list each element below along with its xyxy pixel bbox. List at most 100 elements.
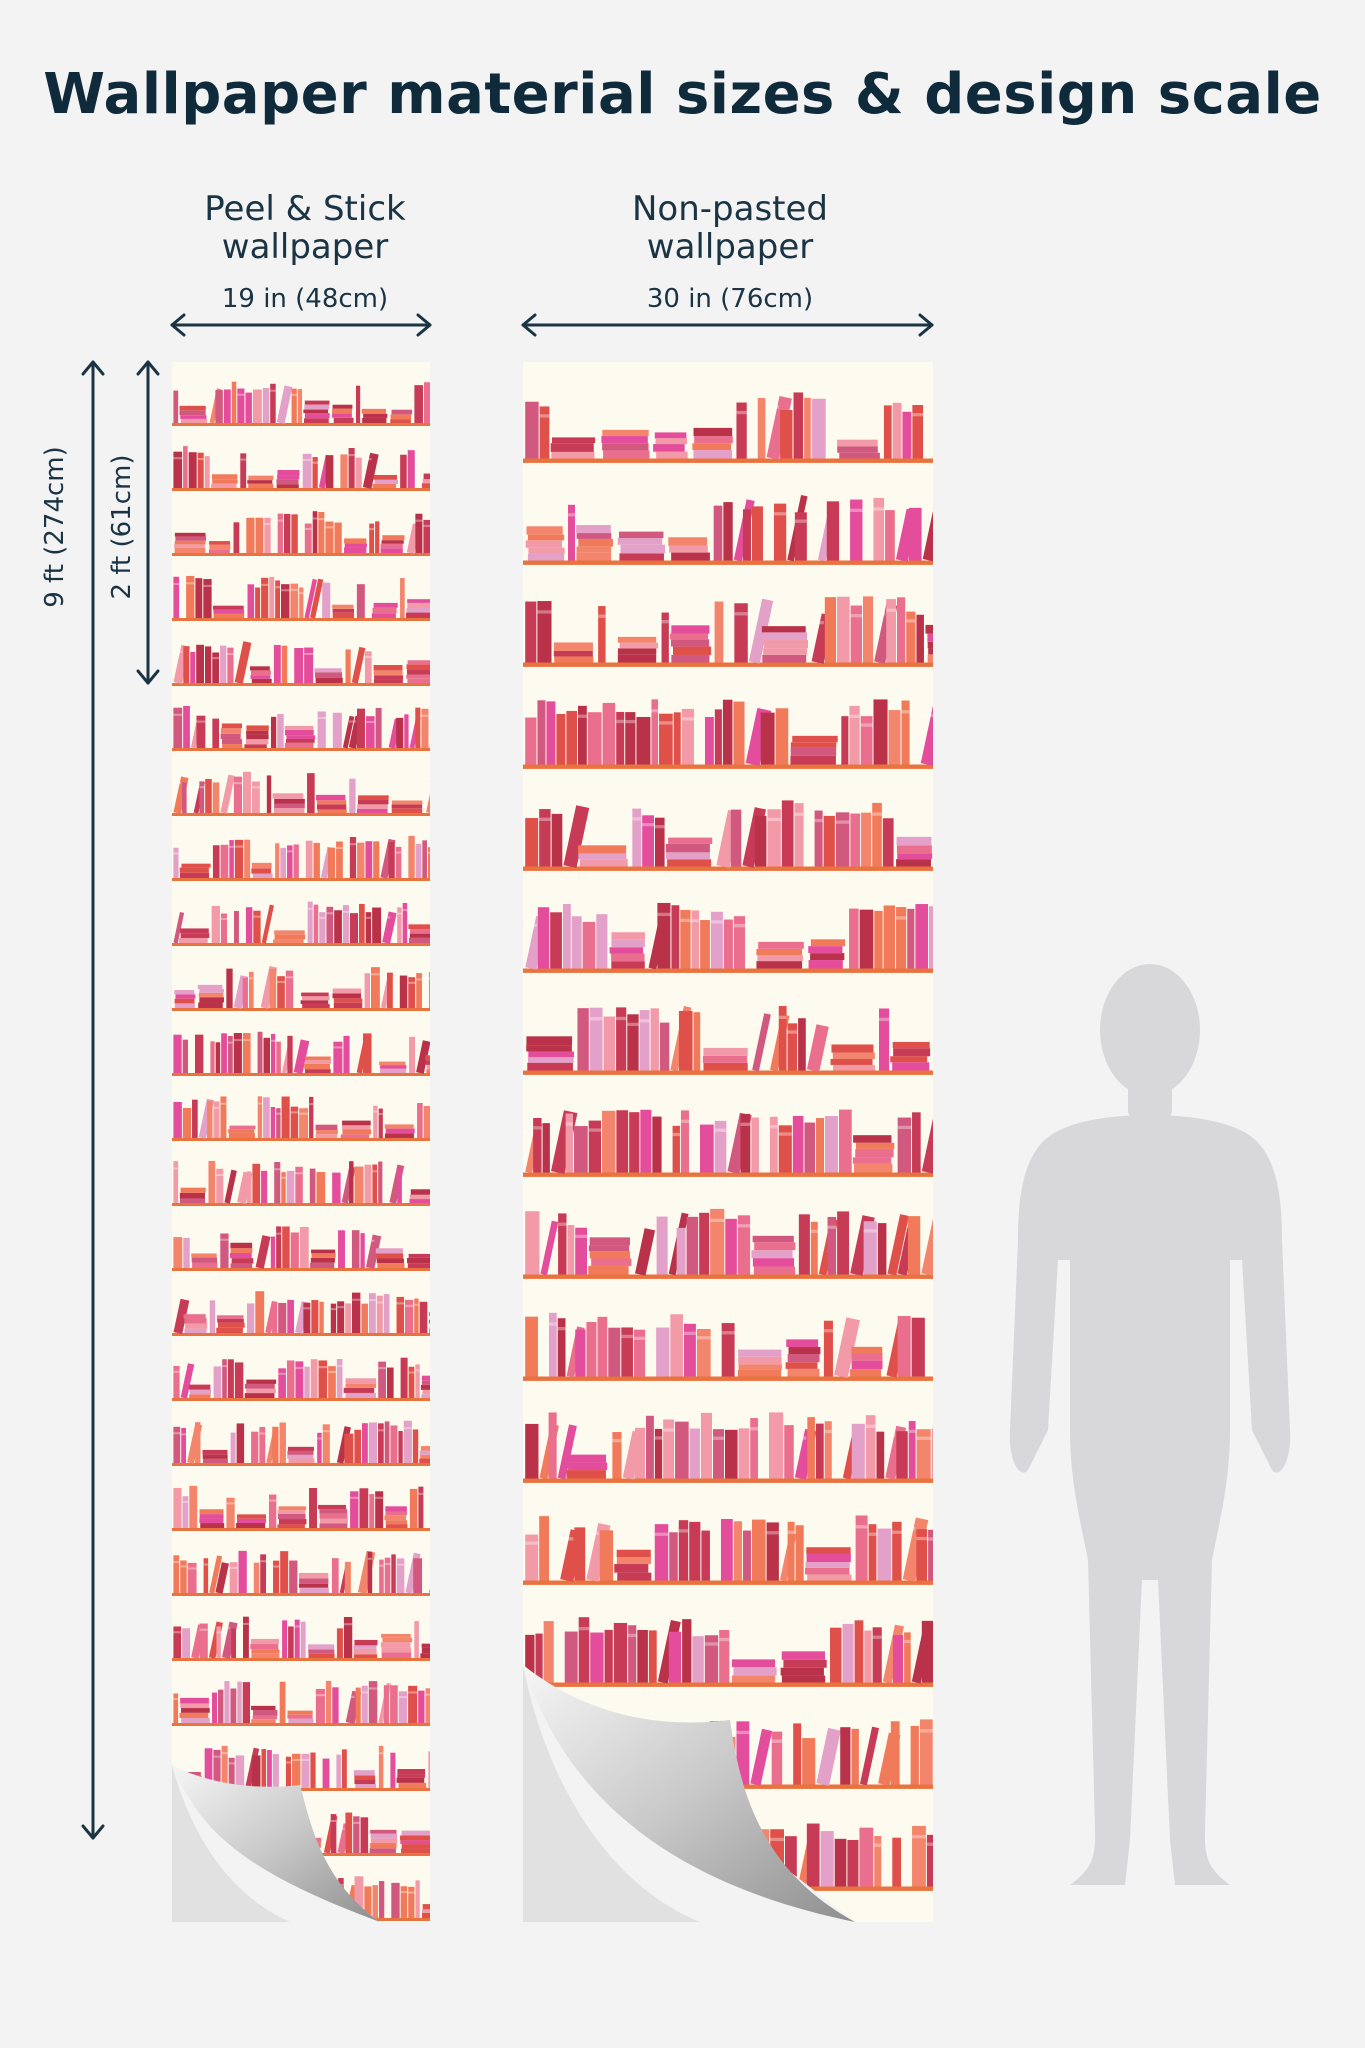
book-band [902, 1526, 916, 1531]
book-band [892, 1530, 902, 1534]
book [672, 1125, 680, 1173]
book-stack [316, 1130, 338, 1135]
book-band [578, 714, 587, 718]
book [356, 584, 365, 618]
book [260, 1554, 267, 1593]
book-band [173, 916, 178, 919]
book [290, 583, 299, 618]
book [383, 1685, 390, 1723]
shelf [523, 1070, 933, 1075]
book [301, 1753, 310, 1788]
book [651, 699, 659, 765]
book [304, 647, 314, 683]
book-band [341, 1171, 349, 1174]
book [212, 782, 220, 813]
book-stack [753, 1266, 796, 1275]
book-stack [382, 535, 405, 541]
book [738, 1428, 750, 1479]
book [860, 716, 873, 765]
book-stack [409, 1199, 430, 1203]
book [543, 1621, 554, 1683]
book-stack [189, 1384, 211, 1390]
book-band [361, 1691, 368, 1694]
book-band [681, 717, 694, 721]
book-band [906, 619, 916, 623]
book [235, 1755, 245, 1788]
book [558, 1213, 567, 1275]
book [279, 1422, 286, 1463]
book-stack [703, 1062, 748, 1071]
book [586, 1321, 597, 1377]
book [397, 1168, 402, 1203]
book-band [416, 978, 422, 981]
shelf [172, 1138, 430, 1141]
book-stack [345, 1392, 376, 1398]
book-stack [209, 544, 231, 550]
book [227, 1035, 233, 1073]
book [213, 1749, 221, 1788]
book-band [199, 1628, 208, 1631]
book [390, 1752, 396, 1788]
book [398, 1691, 408, 1723]
book-stack [179, 410, 206, 416]
book-stack [362, 417, 387, 423]
book-band [229, 845, 234, 848]
book [590, 1632, 604, 1683]
book [304, 523, 312, 553]
book [916, 1529, 928, 1581]
book-band [916, 1436, 931, 1440]
book-stack [184, 1328, 207, 1333]
book-band [737, 1224, 751, 1228]
book [892, 1837, 902, 1887]
book [670, 1314, 683, 1377]
book-band [696, 1336, 711, 1340]
book [272, 1301, 278, 1333]
book-stack [810, 939, 846, 947]
book [602, 702, 616, 765]
book-stack [781, 1651, 825, 1660]
book [369, 1494, 375, 1528]
book-band [873, 507, 885, 511]
book-stack [180, 928, 209, 934]
book [231, 1628, 237, 1658]
book [802, 1738, 816, 1785]
book [402, 903, 408, 943]
book-stack [199, 988, 224, 993]
book-band [408, 1891, 415, 1894]
book [820, 1831, 834, 1887]
book [309, 1488, 318, 1528]
book-band [850, 508, 863, 512]
book [364, 1886, 372, 1918]
book-band [318, 518, 325, 521]
book [359, 1488, 369, 1528]
book [859, 1726, 880, 1786]
book-stack [174, 544, 205, 548]
book [814, 810, 823, 867]
book-band [264, 523, 271, 526]
book-stack [553, 650, 593, 657]
book-stack [391, 808, 423, 813]
book-band [794, 812, 804, 816]
book [286, 1170, 295, 1203]
book-band [850, 614, 862, 618]
book [680, 1110, 689, 1173]
book-band [691, 919, 700, 923]
book-stack [363, 413, 388, 418]
book-band [612, 1439, 622, 1443]
book [345, 1303, 352, 1333]
book-stack [332, 612, 355, 618]
book [220, 844, 229, 878]
book-band [616, 1016, 627, 1021]
book-band [251, 786, 260, 789]
book [896, 907, 907, 969]
book [378, 1423, 384, 1463]
book [364, 651, 372, 683]
book [650, 1008, 659, 1071]
book [173, 1101, 182, 1138]
book [824, 1421, 832, 1479]
book-stack [372, 607, 397, 614]
book-stack [831, 1044, 874, 1053]
book-band [203, 1563, 209, 1566]
bookshelf-pattern-small [172, 381, 430, 1921]
book-stack [373, 474, 398, 480]
